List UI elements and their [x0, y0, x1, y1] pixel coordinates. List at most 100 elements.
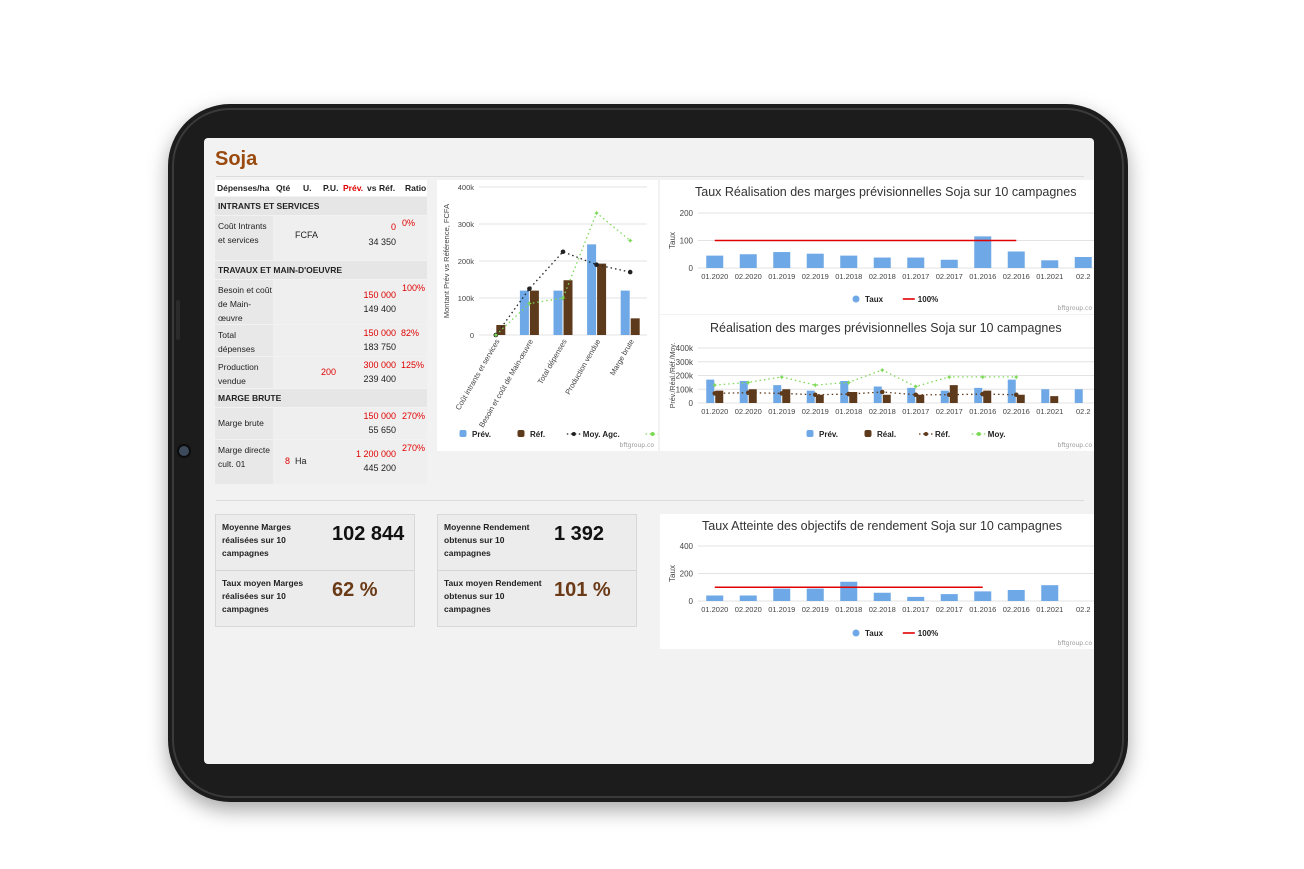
- legend-swatch: [517, 430, 525, 437]
- header-prev: Prév.: [343, 183, 364, 193]
- kpi-label: Moyenne Marges réalisées sur 10 campagne…: [222, 522, 291, 558]
- chart-title: Réalisation des marges prévisionnelles S…: [710, 321, 1062, 335]
- legend-swatch: [650, 432, 655, 436]
- legend-swatch: [459, 430, 467, 437]
- y-tick-label: 100: [680, 237, 694, 246]
- bar: [907, 257, 925, 268]
- y-tick-label: 400k: [458, 183, 475, 192]
- x-tick-label: 02.2019: [802, 605, 829, 614]
- section-title: INTRANTS ET SERVICES: [215, 197, 427, 215]
- row-ratio: 270%: [401, 411, 425, 421]
- realisation-marges-chart-panel: Réalisation des marges prévisionnelles S…: [660, 315, 1094, 451]
- y-tick-label: 200: [680, 570, 694, 579]
- y-tick-label: 200k: [676, 372, 694, 381]
- bar: [748, 389, 757, 403]
- x-tick-label: 02.2018: [869, 407, 896, 416]
- series-marker: ✦: [492, 331, 499, 340]
- table-row: Marge directe cult. 01 8 Ha 1 200 000 44…: [215, 440, 427, 484]
- bar: [1074, 257, 1092, 268]
- series-marker: ✦: [979, 373, 986, 382]
- credit-text: bftgroup.co: [1057, 442, 1092, 449]
- kpi-label: Moyenne Rendement obtenus sur 10 campagn…: [444, 522, 530, 558]
- credit-text: bftgroup.co: [1057, 640, 1092, 647]
- row-label: Besoin et coût de Main-œuvre: [218, 285, 272, 323]
- series-marker: ✦: [593, 209, 600, 218]
- row-ref: 34 350: [368, 237, 396, 247]
- x-tick-label: 02.2017: [936, 605, 963, 614]
- bar: [940, 594, 958, 601]
- row-prev: 1 200 000: [355, 449, 396, 459]
- x-tick-label: 01.2018: [835, 605, 862, 614]
- table-header: Dépenses/ha Qté U. P.U. Prév. vs Réf. Ra…: [215, 180, 427, 196]
- series-marker: [627, 269, 633, 275]
- table-row: Production vendue 200 300 000 239 400 12…: [215, 357, 427, 388]
- table-row: Total dépenses 150 000 183 750 82%: [215, 325, 427, 356]
- bar: [1007, 379, 1016, 403]
- chart-title: Taux Atteinte des objectifs de rendement…: [702, 519, 1062, 533]
- x-tick-label: 01.2020: [701, 272, 728, 281]
- series-marker: [779, 391, 785, 396]
- expense-table: Dépenses/ha Qté U. P.U. Prév. vs Réf. Ra…: [215, 180, 427, 484]
- bar: [840, 255, 858, 268]
- series-marker: ✦: [778, 373, 785, 382]
- series-marker: ✦: [1013, 373, 1020, 382]
- prev-vs-ref-chart-panel: 0 100k 200k 300k 400k Montant Prév vs Référen…: [437, 180, 679, 451]
- row-label: Marge brute: [218, 418, 264, 428]
- series-marker: [1013, 392, 1019, 398]
- bar: [849, 392, 858, 403]
- series-line: [714, 391, 1017, 396]
- legend-label: Taux: [865, 295, 884, 304]
- series-marker: [712, 391, 718, 396]
- kpi-value: 62 %: [332, 579, 378, 601]
- series-line: [495, 211, 631, 336]
- row-label: Coût Intrants et services: [218, 221, 267, 245]
- y-tick-label: 100k: [458, 294, 475, 303]
- legend-label: Moy. Agc.: [583, 430, 620, 439]
- kpi-rendement-box: Moyenne Rendement obtenus sur 10 campagn…: [437, 514, 637, 627]
- bar: [882, 394, 891, 403]
- bar: [1050, 396, 1059, 403]
- series-marker: [594, 262, 599, 267]
- legend-label: Réal.: [877, 430, 896, 439]
- x-tick-label: 02.2020: [735, 272, 762, 281]
- kpi-marges-box: Moyenne Marges réalisées sur 10 campagne…: [215, 514, 415, 627]
- x-tick-label: 01.2020: [701, 407, 728, 416]
- bar: [706, 255, 724, 268]
- chart-title: Taux Réalisation des marges prévisionnel…: [695, 185, 1077, 199]
- x-tick-label: 01.2020: [701, 605, 728, 614]
- taux-realisation-chart: 0 100 200 Taux 01.2020 02.2020 01.2019 02.2019 0…: [668, 209, 1094, 304]
- row-label: Production vendue: [218, 362, 259, 386]
- row-ratio: 0%: [401, 218, 415, 228]
- bar: [840, 381, 849, 403]
- taux-atteinte-chart: 0 200 400 Taux 01.2020 02.2020 01.2019 02.2019 0…: [668, 542, 1094, 638]
- series-marker: [879, 389, 885, 395]
- row-unit: Ha: [295, 456, 307, 466]
- row-ratio: 82%: [400, 328, 419, 338]
- y-axis-label: Taux: [668, 565, 677, 582]
- legend-swatch: [806, 430, 814, 437]
- y-tick-label: 100k: [676, 385, 694, 394]
- row-prev: 150 000: [363, 411, 396, 421]
- series-marker: ✦: [627, 237, 634, 246]
- series-marker: [846, 391, 852, 397]
- row-qty: 8: [285, 456, 291, 466]
- series-marker: [560, 249, 566, 255]
- series-marker: ✦: [879, 366, 886, 375]
- bar: [782, 389, 791, 403]
- y-tick-label: 400k: [676, 344, 694, 353]
- legend-swatch: [924, 432, 928, 436]
- bar: [1074, 389, 1083, 403]
- bar: [620, 290, 630, 335]
- row-prev: 300 000: [363, 360, 396, 370]
- bar: [706, 379, 715, 403]
- x-tick-label: 02.2016: [1003, 407, 1030, 416]
- series-marker: [980, 391, 986, 397]
- y-tick-label: 0: [470, 331, 474, 340]
- x-tick-label: 01.2019: [768, 272, 795, 281]
- legend-label: Réf.: [935, 430, 950, 439]
- x-tick-label: 02.2017: [936, 407, 963, 416]
- x-tick-label: 02.2019: [802, 407, 829, 416]
- kpi-value: 102 844: [332, 523, 405, 545]
- kpi-label: Taux moyen Rendement obtenus sur 10 camp…: [444, 578, 542, 614]
